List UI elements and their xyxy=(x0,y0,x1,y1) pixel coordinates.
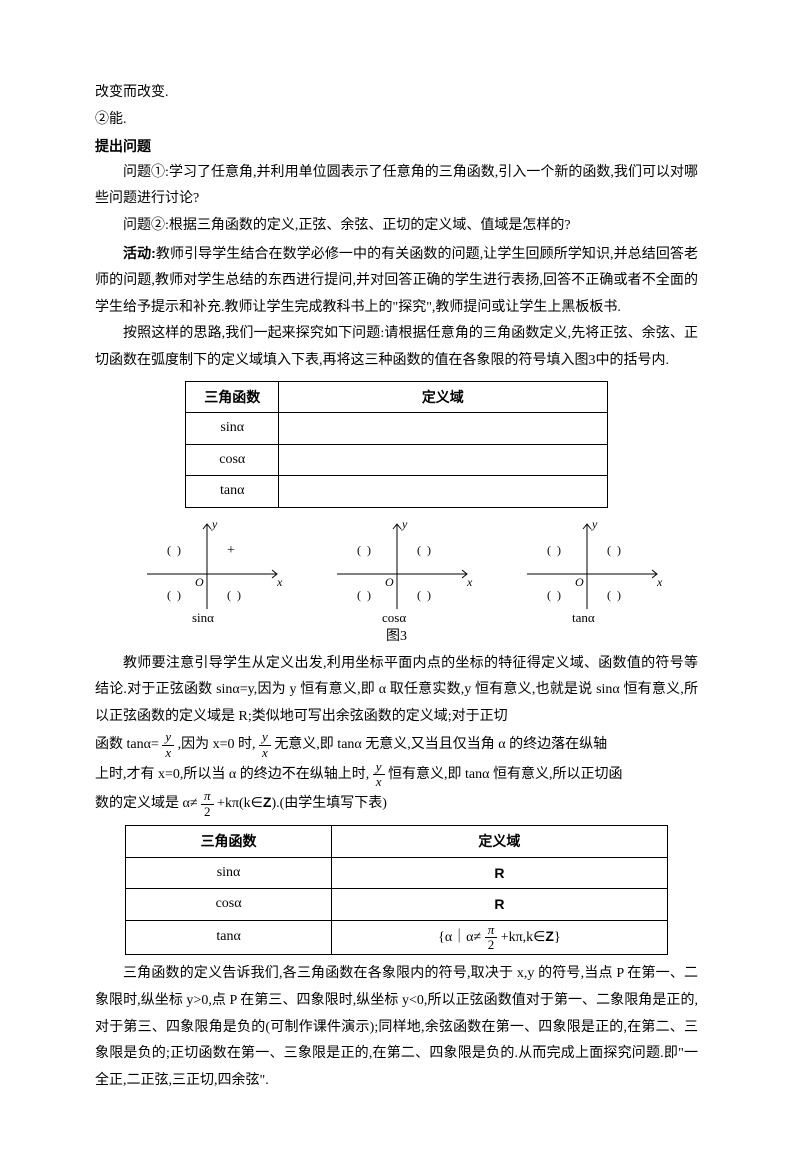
para-4c: 上时,才有 x=0,所以当 α 的终边不在纵轴上时, y x 恒有意义,即 ta… xyxy=(95,760,698,790)
activity-para: 活动:教师引导学生结合在数学必修一中的有关函数的问题,让学生回顾所学知识,并总结… xyxy=(95,240,698,322)
svg-text:( ): ( ) xyxy=(417,543,431,557)
para-4a: 教师要注意引导学生从定义出发,利用坐标平面内点的坐标的特征得定义域、函数值的符号… xyxy=(95,651,698,731)
svg-text:( ): ( ) xyxy=(357,543,371,557)
page: 改变而改变. ②能. 提出问题 问题①:学习了任意角,并利用单位圆表示了任意角的… xyxy=(0,0,793,1154)
svg-text:( ): ( ) xyxy=(417,588,431,602)
table-row: tanα xyxy=(186,476,607,508)
svg-text:( ): ( ) xyxy=(547,588,561,602)
svg-text:y: y xyxy=(211,517,218,531)
td-blank xyxy=(279,444,607,476)
table-row: 三角函数 定义域 xyxy=(126,826,668,858)
td-blank xyxy=(279,476,607,508)
td-cos: cosα xyxy=(126,889,332,921)
question-1: 问题①:学习了任意角,并利用单位圆表示了任意角的三角函数,引入一个新的函数,我们… xyxy=(95,160,698,213)
para-5: 三角函数的定义告诉我们,各三角函数在各象限内的符号,取决于 x,y 的符号,当点… xyxy=(95,961,698,1094)
th-domain: 定义域 xyxy=(331,826,667,858)
td-tan-domain: {α｜α≠ π 2 +kπ,k∈Z} xyxy=(331,920,667,955)
svg-text:O: O xyxy=(195,575,204,589)
td-blank xyxy=(279,413,607,445)
th-func: 三角函数 xyxy=(186,381,279,413)
table-row: sinα R xyxy=(126,857,668,889)
para-3: 按照这样的思路,我们一起来探究如下问题:请根据任意角的三角函数定义,先将正弦、余… xyxy=(95,321,698,374)
figure-caption: 图3 xyxy=(95,624,698,651)
label-cos: cosα xyxy=(382,610,406,624)
figure-3: y x O ( ) + ( ) ( ) sinα y x O ( ) ( ) (… xyxy=(95,514,698,624)
table-row: tanα {α｜α≠ π 2 +kπ,k∈Z} xyxy=(126,920,668,955)
th-domain: 定义域 xyxy=(279,381,607,413)
table-row: cosα xyxy=(186,444,607,476)
para-4b: 函数 tanα= y x ,因为 x=0 时, y x 无意义,即 tanα 无… xyxy=(95,730,698,760)
svg-text:x: x xyxy=(656,575,663,589)
svg-text:( ): ( ) xyxy=(607,588,621,602)
heading-question: 提出问题 xyxy=(95,133,698,160)
td-tan: tanα xyxy=(186,476,279,508)
quadrant-sign-cos: y x O ( ) ( ) ( ) ( ) cosα xyxy=(317,514,477,624)
svg-text:y: y xyxy=(401,517,408,531)
td-cos: cosα xyxy=(186,444,279,476)
quadrant-sign-sin: y x O ( ) + ( ) ( ) sinα xyxy=(127,514,287,624)
td-sin: sinα xyxy=(126,857,332,889)
td-sin: sinα xyxy=(186,413,279,445)
q3-sign: ( ) xyxy=(167,588,181,602)
svg-text:O: O xyxy=(575,575,584,589)
table-row: cosα R xyxy=(126,889,668,921)
lead-line-1: 改变而改变. xyxy=(95,80,698,107)
table-row: sinα xyxy=(186,413,607,445)
svg-text:( ): ( ) xyxy=(357,588,371,602)
q2-sign: ( ) xyxy=(167,543,181,557)
table-row: 三角函数 定义域 xyxy=(186,381,607,413)
td-cos-domain: R xyxy=(331,889,667,921)
para-4d: 数的定义域是 α≠ π 2 +kπ(k∈Z).(由学生填写下表) xyxy=(95,789,698,819)
table-domain-blank: 三角函数 定义域 sinα cosα tanα xyxy=(185,381,607,508)
quadrant-sign-tan: y x O ( ) ( ) ( ) ( ) tanα xyxy=(507,514,667,624)
fraction-y-over-x: y x xyxy=(373,760,385,790)
q1-sign: + xyxy=(227,543,235,558)
lead-line-2: ②能. xyxy=(95,107,698,134)
activity-text: 教师引导学生结合在数学必修一中的有关函数的问题,让学生回顾所学知识,并总结回答老… xyxy=(95,247,698,315)
fraction-pi-over-2: π 2 xyxy=(485,923,498,953)
table-domain-filled: 三角函数 定义域 sinα R cosα R tanα {α｜α≠ π 2 +k… xyxy=(125,825,668,955)
label-sin: sinα xyxy=(192,610,214,624)
svg-text:x: x xyxy=(276,575,283,589)
svg-text:y: y xyxy=(591,517,598,531)
fraction-y-over-x: y x xyxy=(259,730,271,760)
svg-text:( ): ( ) xyxy=(607,543,621,557)
label-tan: tanα xyxy=(572,610,595,624)
svg-text:O: O xyxy=(385,575,394,589)
td-sin-domain: R xyxy=(331,857,667,889)
svg-text:( ): ( ) xyxy=(547,543,561,557)
td-tan: tanα xyxy=(126,920,332,955)
svg-text:x: x xyxy=(466,575,473,589)
activity-label: 活动: xyxy=(123,245,156,261)
q4-sign: ( ) xyxy=(227,588,241,602)
question-2: 问题②:根据三角函数的定义,正弦、余弦、正切的定义域、值域是怎样的? xyxy=(95,213,698,240)
fraction-y-over-x: y x xyxy=(162,730,174,760)
fraction-pi-over-2: π 2 xyxy=(201,789,214,819)
th-func: 三角函数 xyxy=(126,826,332,858)
